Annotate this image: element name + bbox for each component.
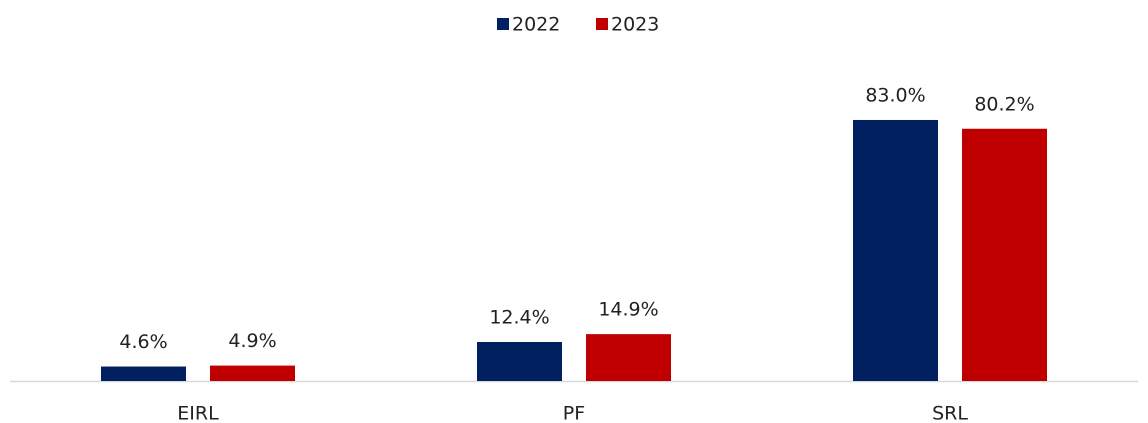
bar: [962, 128, 1047, 381]
data-label: 80.2%: [974, 93, 1034, 115]
legend-swatch: [497, 18, 509, 30]
x-tick-label: SRL: [932, 403, 968, 423]
bar: [586, 334, 671, 381]
x-tick-label: PF: [563, 403, 585, 423]
bar: [210, 365, 295, 381]
data-label: 14.9%: [598, 299, 658, 321]
bar: [477, 342, 562, 381]
legend-label: 2023: [611, 14, 659, 36]
data-label: 4.9%: [228, 330, 276, 352]
data-label: 83.0%: [865, 84, 925, 106]
legend-swatch: [596, 18, 608, 30]
bar: [853, 119, 938, 381]
data-label: 12.4%: [489, 307, 549, 329]
bar: [101, 366, 186, 381]
data-label: 4.6%: [119, 331, 167, 353]
legend-label: 2022: [512, 14, 560, 36]
x-tick-label: EIRL: [177, 403, 219, 423]
